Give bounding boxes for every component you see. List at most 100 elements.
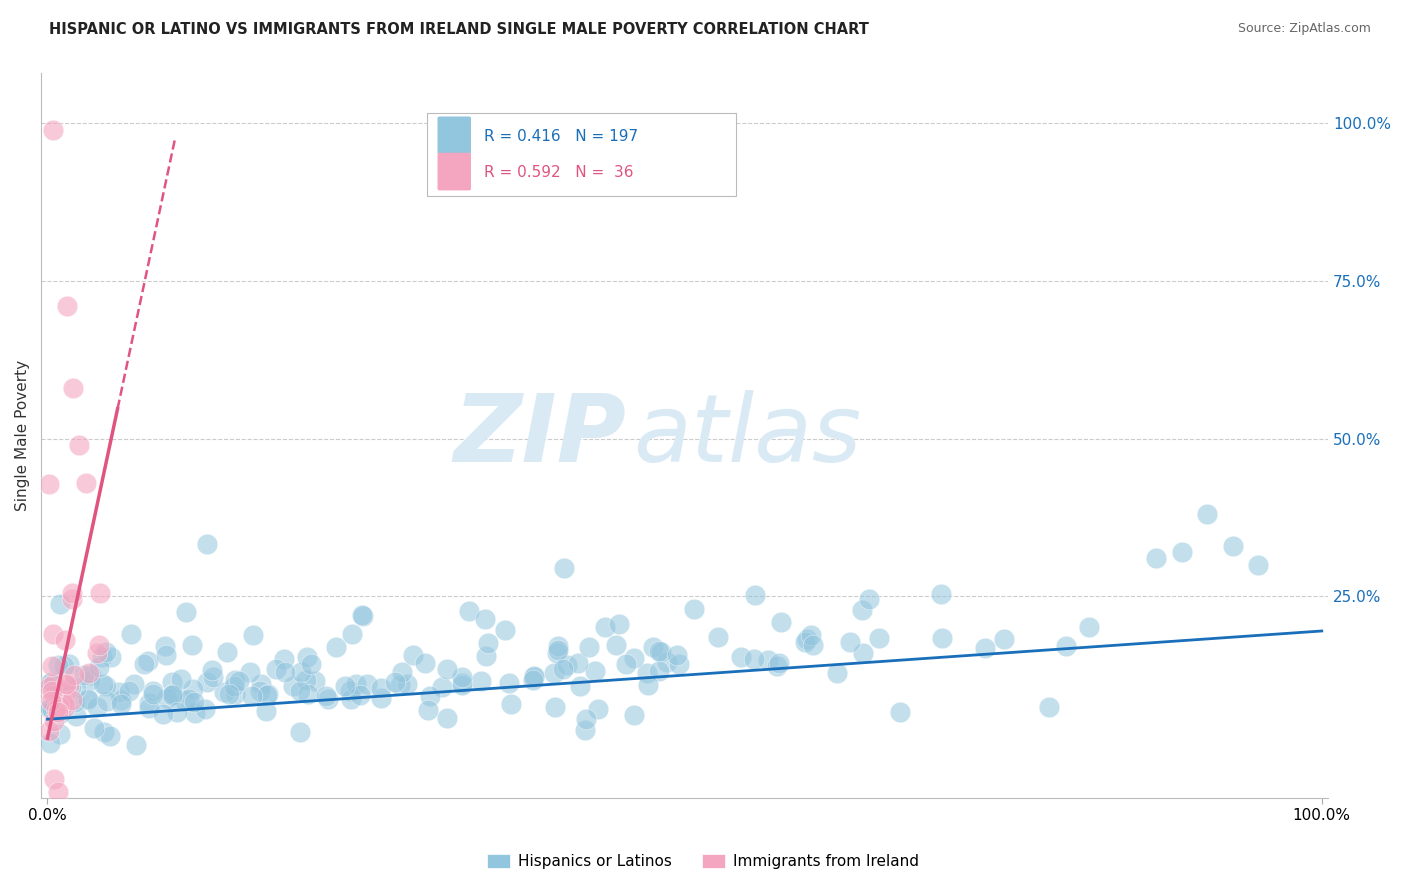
Point: [184, 706, 207, 720]
Y-axis label: Single Male Poverty: Single Male Poverty: [15, 360, 30, 511]
Point: [257, 688, 280, 702]
Point: [138, 701, 160, 715]
Point: [249, 684, 271, 698]
Point: [1144, 551, 1167, 566]
Point: [76, 692, 98, 706]
Point: [256, 689, 278, 703]
Point: [666, 648, 689, 662]
Point: [41, 702, 63, 716]
Point: [264, 662, 287, 676]
Point: [228, 674, 250, 689]
Point: [215, 645, 238, 659]
Point: [94, 679, 117, 693]
Point: [49, 597, 72, 611]
Point: [41, 693, 63, 707]
Text: HISPANIC OR LATINO VS IMMIGRANTS FROM IRELAND SINGLE MALE POVERTY CORRELATION CH: HISPANIC OR LATINO VS IMMIGRANTS FROM IR…: [49, 22, 869, 37]
Point: [155, 648, 177, 662]
Point: [49, 706, 72, 720]
Point: [523, 669, 546, 683]
Point: [609, 617, 631, 632]
Point: [858, 592, 880, 607]
Point: [55, 677, 77, 691]
FancyBboxPatch shape: [437, 153, 471, 191]
Point: [349, 688, 371, 702]
Point: [174, 605, 197, 619]
Point: [170, 672, 193, 686]
Point: [110, 693, 132, 707]
Point: [162, 687, 184, 701]
Point: [42, 772, 65, 786]
Point: [294, 673, 316, 687]
Point: [744, 588, 766, 602]
Point: [544, 699, 567, 714]
Point: [288, 724, 311, 739]
Point: [42, 688, 65, 702]
Point: [53, 700, 76, 714]
Point: [73, 668, 96, 682]
Point: [136, 654, 159, 668]
Point: [800, 628, 823, 642]
Point: [60, 680, 83, 694]
Point: [67, 438, 90, 452]
Point: [457, 604, 479, 618]
Point: [605, 638, 627, 652]
Point: [39, 736, 62, 750]
Point: [342, 626, 364, 640]
Point: [174, 694, 197, 708]
Point: [100, 650, 122, 665]
Point: [1038, 700, 1060, 714]
Point: [614, 657, 637, 672]
Point: [63, 695, 86, 709]
Point: [419, 689, 441, 703]
Point: [436, 662, 458, 676]
Point: [574, 723, 596, 737]
Point: [55, 684, 77, 698]
Point: [46, 785, 69, 799]
Point: [38, 702, 60, 716]
Point: [86, 699, 108, 714]
Point: [415, 656, 437, 670]
Point: [194, 702, 217, 716]
Point: [79, 673, 101, 687]
Point: [432, 680, 454, 694]
Point: [522, 673, 544, 687]
Point: [39, 676, 62, 690]
Point: [648, 664, 671, 678]
Point: [250, 677, 273, 691]
Point: [162, 687, 184, 701]
Point: [83, 721, 105, 735]
Point: [451, 678, 474, 692]
Point: [470, 674, 492, 689]
Point: [48, 705, 70, 719]
Point: [370, 681, 392, 695]
Point: [60, 591, 83, 606]
Point: [801, 638, 824, 652]
Point: [63, 667, 86, 681]
Point: [41, 122, 63, 136]
Point: [796, 632, 818, 646]
Point: [288, 684, 311, 698]
Point: [299, 657, 322, 672]
Point: [575, 712, 598, 726]
Point: [218, 687, 240, 701]
Point: [1197, 508, 1219, 522]
Point: [48, 697, 70, 711]
Point: [125, 738, 148, 752]
Point: [543, 666, 565, 681]
Point: [316, 692, 339, 706]
Point: [396, 676, 419, 690]
Point: [41, 684, 63, 698]
Point: [224, 673, 246, 688]
Point: [730, 650, 752, 665]
Point: [495, 624, 517, 638]
Point: [547, 639, 569, 653]
Text: R = 0.416   N = 197: R = 0.416 N = 197: [484, 128, 638, 144]
Point: [889, 705, 911, 719]
Point: [295, 650, 318, 665]
Point: [41, 658, 63, 673]
Point: [117, 684, 139, 698]
Point: [166, 705, 188, 719]
Point: [637, 666, 659, 681]
Point: [474, 612, 496, 626]
Point: [181, 681, 204, 696]
